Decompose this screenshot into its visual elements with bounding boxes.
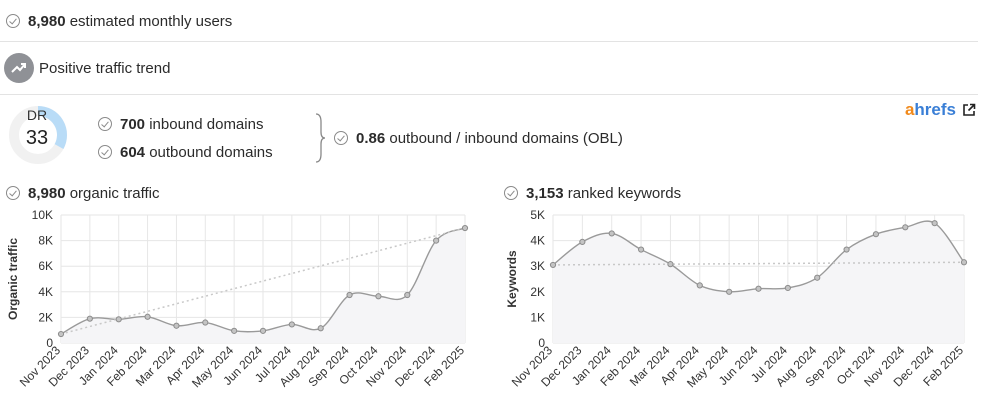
data-point [231,327,238,334]
ranked-keywords-text: 3,153 ranked keywords [526,185,681,202]
y-tick-label: 1K [530,310,545,324]
data-point [579,238,586,245]
data-point [317,325,324,332]
check-circle-icon [504,186,518,200]
y-tick-label: 10K [32,208,53,222]
data-point [902,224,909,231]
data-point [404,291,411,299]
y-tick-label: 0 [46,336,53,350]
y-tick-label: 8K [38,234,53,248]
organic-traffic-label: organic traffic [69,184,160,202]
data-point [726,288,733,295]
data-point [375,293,382,300]
data-point [433,237,440,244]
outbound-domains-label: outbound domains [149,143,273,161]
obl-text: 0.86 outbound / inbound domains (OBL) [356,130,623,147]
data-point [57,330,65,338]
traffic-trend-row: Positive traffic trend [0,52,982,84]
domain-rating-label: DR [26,107,48,123]
monthly-users-value: 8,980 [28,12,66,30]
obl-value: 0.86 [356,129,386,147]
ranked-keywords-label: ranked keywords [567,184,682,202]
data-point [755,285,762,292]
data-point [843,246,850,253]
data-point [872,231,880,238]
ranked-keywords-heading: 3,153 ranked keywords [504,183,804,203]
data-point [202,319,209,326]
inbound-domains-value: 700 [120,115,146,133]
y-tick-label: 2K [530,285,545,299]
organic-traffic-text: 8,980 organic traffic [28,185,159,202]
series-area [553,221,964,343]
data-point [346,291,353,299]
y-tick-label: 2K [38,310,53,324]
data-point [86,315,93,322]
domain-rating-gauge: DR 33 [4,106,72,168]
outbound-domains-row: 604 outbound domains [98,142,358,162]
obl-row: 0.86 outbound / inbound domains (OBL) [334,128,694,148]
traffic-trend-label: Positive traffic trend [39,59,171,77]
ranked-keywords-value: 3,153 [526,184,564,202]
check-circle-icon [334,131,348,145]
data-point [814,274,821,281]
data-point [931,220,938,227]
monthly-users-text: 8,980 estimated monthly users [28,13,232,30]
trend-up-icon [4,53,34,83]
y-tick-label: 0 [538,336,545,350]
dr-arc [37,106,67,149]
data-point [784,284,791,292]
data-point [549,261,557,269]
inbound-domains-label: inbound domains [149,115,264,133]
data-point [173,322,180,329]
data-point [259,327,267,334]
y-tick-label: 4K [38,285,53,299]
divider [0,94,978,95]
y-tick-label: 5K [530,208,545,222]
data-point [696,282,703,289]
bracket-icon [315,113,326,163]
check-circle-icon [98,145,112,159]
data-point [637,246,645,253]
external-link-icon [963,103,976,116]
data-point [144,313,151,320]
domain-rating-donut [9,106,67,164]
check-circle-icon [6,14,20,28]
data-point [667,261,674,268]
inbound-domains-row: 700 inbound domains [98,114,358,134]
check-circle-icon [6,186,20,200]
ahrefs-link[interactable]: a hrefs [905,100,976,120]
monthly-users-row: 8,980 estimated monthly users [0,8,984,34]
inbound-domains-text: 700 inbound domains [120,116,263,133]
divider [0,41,978,42]
domain-rating-value: 33 [25,127,49,149]
y-axis-label: Keywords [505,250,519,308]
ahrefs-logo-a: a [904,100,915,119]
check-circle-icon [98,117,112,131]
obl-label: outbound / inbound domains (OBL) [389,129,623,147]
organic-traffic-heading: 8,980 organic traffic [6,183,306,203]
data-point [960,259,968,266]
y-tick-label: 6K [38,259,53,273]
data-point [461,224,469,232]
y-tick-label: 3K [530,259,545,273]
series-area [61,228,465,343]
outbound-domains-text: 604 outbound domains [120,144,273,161]
data-point [288,321,295,328]
data-point [115,316,122,323]
data-point [608,230,615,237]
ahrefs-logo-rest: hrefs [914,100,956,119]
y-axis-label: Organic traffic [6,238,20,320]
trend-line [552,261,965,266]
monthly-users-label: estimated monthly users [69,12,233,30]
outbound-domains-value: 604 [120,143,146,161]
organic-traffic-value: 8,980 [28,184,66,202]
y-tick-label: 4K [530,234,545,248]
